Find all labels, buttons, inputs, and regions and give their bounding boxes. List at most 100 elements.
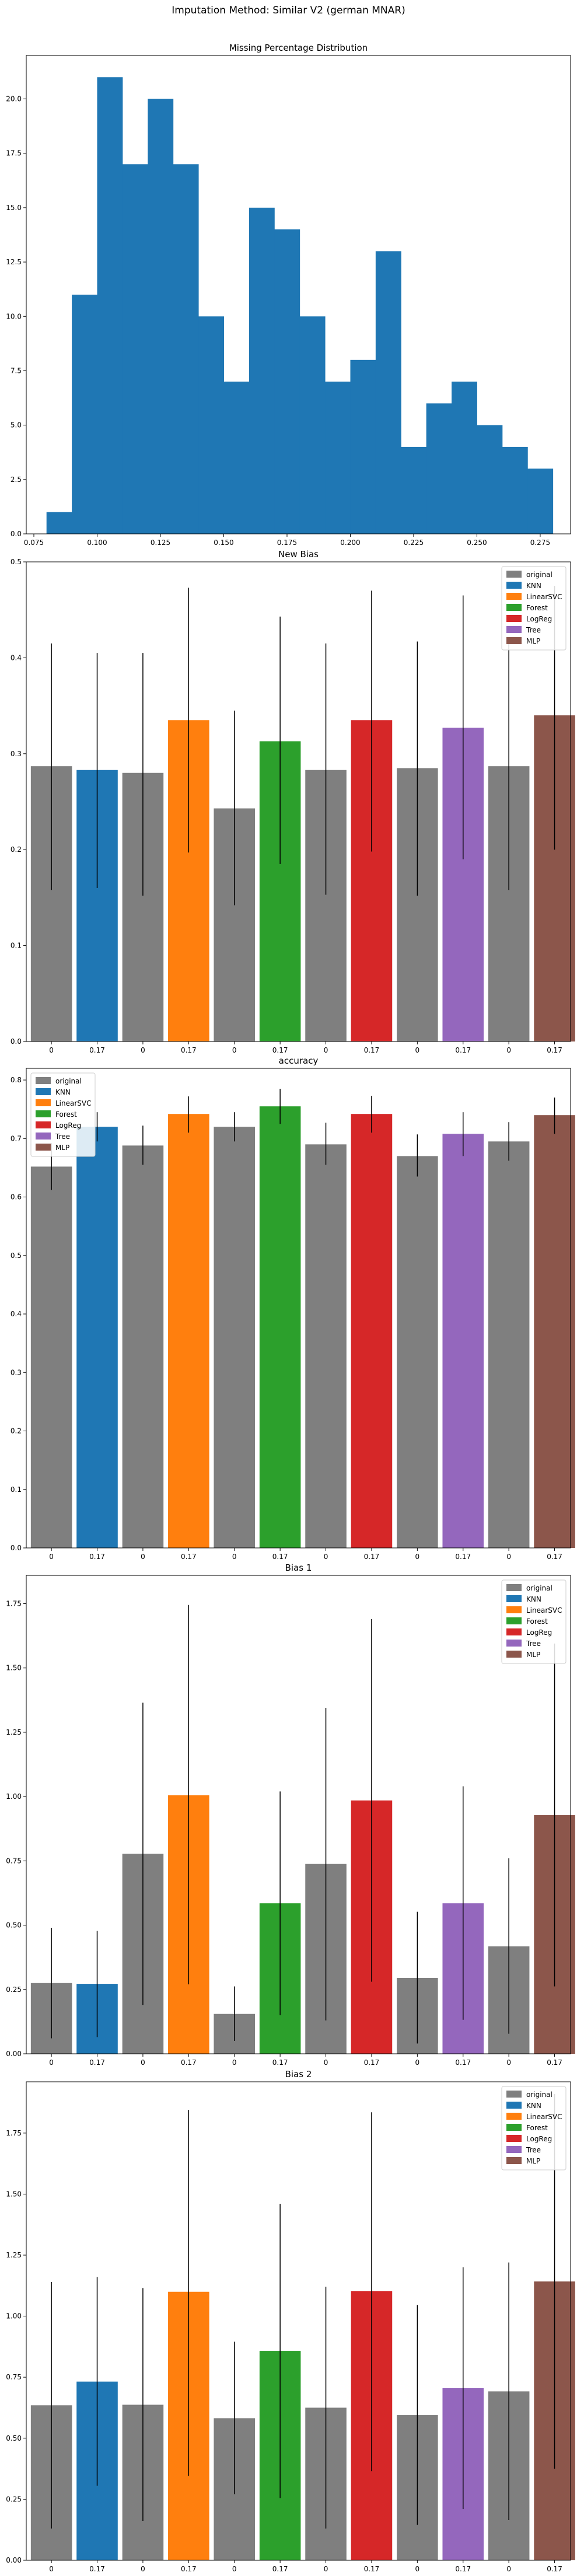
legend: original KNN LinearSVC Forest LogReg Tree MLP xyxy=(501,1579,566,1664)
x-tick-label: 0 xyxy=(232,1553,237,1561)
y-tick-label: 1.50 xyxy=(6,1664,22,1672)
legend-swatch xyxy=(506,582,522,589)
legend-label: LogReg xyxy=(526,615,552,623)
y-tick-label: 1.50 xyxy=(6,2190,22,2198)
y-tick-label: 0.6 xyxy=(11,1193,22,1201)
bar-original xyxy=(397,1156,438,1548)
legend-label: MLP xyxy=(526,2157,540,2165)
legend-label: LogReg xyxy=(55,1121,81,1130)
histogram-bar xyxy=(527,469,554,534)
legend-swatch xyxy=(506,2113,522,2120)
chart-title: New Bias xyxy=(278,549,319,560)
legend-swatch xyxy=(506,2135,522,2142)
legend-swatch xyxy=(506,1617,522,1624)
histogram-bar xyxy=(375,251,401,534)
legend-label: Forest xyxy=(526,604,548,612)
y-tick-label: 5.0 xyxy=(11,421,22,429)
x-tick-label: 0.17 xyxy=(455,2565,471,2573)
legend-label: LogReg xyxy=(526,1628,552,1637)
x-tick-label: 0.17 xyxy=(89,2565,105,2573)
x-tick-label: 0.17 xyxy=(181,2565,197,2573)
histogram-bar xyxy=(46,512,72,534)
legend-swatch xyxy=(506,637,522,644)
legend-label: original xyxy=(55,1077,82,1085)
x-tick-label: 0 xyxy=(49,1553,54,1561)
x-tick-label: 0.17 xyxy=(272,2565,288,2573)
axes-frame xyxy=(26,1575,571,2054)
legend-swatch xyxy=(506,1640,522,1647)
y-tick-label: 1.00 xyxy=(6,1792,22,1801)
x-tick-label: 0.075 xyxy=(24,539,44,547)
y-tick-label: 1.75 xyxy=(6,2129,22,2137)
x-tick-label: 0 xyxy=(232,2565,237,2573)
y-tick-label: 0.0 xyxy=(11,1544,22,1552)
bar-original xyxy=(305,1144,347,1548)
bar-panel-new-bias: New Bias 0 0.17 0 0.17 0 0.17 0 0.17 0 0.17 0 0.17 0.… xyxy=(11,549,575,1054)
y-tick-label: 1.00 xyxy=(6,2312,22,2320)
y-tick-label: 0.3 xyxy=(11,1368,22,1376)
x-tick-label: 0.17 xyxy=(364,2565,380,2573)
x-tick-label: 0.17 xyxy=(547,1046,562,1054)
histogram-bar xyxy=(350,359,376,534)
legend: original KNN LinearSVC Forest LogReg Tree MLP xyxy=(30,1072,96,1157)
axes-frame xyxy=(26,2081,571,2561)
y-tick-label: 0.1 xyxy=(11,942,22,950)
histogram-bar xyxy=(249,207,275,534)
x-tick-label: 0.200 xyxy=(340,539,360,547)
legend-swatch xyxy=(506,2102,522,2109)
bar-original xyxy=(214,1127,256,1548)
bar-linearsvc xyxy=(168,1114,209,1548)
legend-swatch xyxy=(36,1121,51,1128)
bar-knn xyxy=(76,1127,118,1548)
y-tick-label: 0.7 xyxy=(11,1134,22,1142)
histogram-bar xyxy=(72,295,98,534)
legend-swatch xyxy=(506,1606,522,1613)
y-tick-label: 0.1 xyxy=(11,1486,22,1494)
x-tick-label: 0 xyxy=(506,1553,511,1561)
y-tick-label: 0.0 xyxy=(11,1037,22,1046)
x-tick-label: 0 xyxy=(49,1046,54,1054)
legend-swatch xyxy=(506,615,522,622)
legend-label: MLP xyxy=(526,637,540,645)
chart-title: Bias 1 xyxy=(285,1563,312,1573)
y-tick-label: 15.0 xyxy=(6,204,22,212)
bar-original xyxy=(122,1145,164,1548)
x-tick-label: 0 xyxy=(232,2058,237,2067)
legend-label: MLP xyxy=(526,1651,540,1659)
legend-label: LogReg xyxy=(526,2135,552,2143)
x-tick-label: 0.17 xyxy=(89,2058,105,2067)
y-tick-label: 0.75 xyxy=(6,2373,22,2381)
y-tick-label: 0.50 xyxy=(6,2434,22,2442)
histogram-bar xyxy=(299,316,326,534)
legend-label: LinearSVC xyxy=(526,2113,562,2121)
legend-label: MLP xyxy=(55,1144,69,1152)
legend-label: Tree xyxy=(526,2146,541,2154)
y-tick-label: 0.5 xyxy=(11,1252,22,1260)
y-tick-label: 0.00 xyxy=(6,2556,22,2564)
x-tick-label: 0.17 xyxy=(181,2058,197,2067)
x-tick-label: 0.150 xyxy=(214,539,233,547)
x-tick-label: 0.17 xyxy=(89,1553,105,1561)
x-tick-label: 0 xyxy=(506,1046,511,1054)
legend-label: Forest xyxy=(55,1110,77,1119)
y-tick-label: 0.2 xyxy=(11,1427,22,1435)
x-tick-label: 0.17 xyxy=(364,2058,380,2067)
y-tick-label: 20.0 xyxy=(6,95,22,103)
legend-swatch xyxy=(36,1077,51,1084)
legend-label: KNN xyxy=(55,1088,71,1096)
bar-panel-bias-1: Bias 1 0 0.17 0 0.17 0 0.17 0 0.17 0 0.17 0 0.17 0.00… xyxy=(6,1563,575,2067)
figure-suptitle: Imputation Method: Similar V2 (german MN… xyxy=(172,5,405,16)
histogram-bar xyxy=(122,164,148,534)
histogram-bar xyxy=(452,382,477,534)
legend-label: KNN xyxy=(526,582,541,590)
x-tick-label: 0.17 xyxy=(272,1046,288,1054)
legend-swatch xyxy=(506,2146,522,2153)
y-tick-label: 0.00 xyxy=(6,2050,22,2058)
x-tick-label: 0 xyxy=(232,1046,237,1054)
legend-swatch xyxy=(506,2091,522,2098)
y-tick-label: 1.25 xyxy=(6,1728,22,1736)
x-tick-label: 0 xyxy=(415,1553,420,1561)
histogram-bar xyxy=(502,446,528,534)
chart-title: Bias 2 xyxy=(285,2069,312,2079)
y-tick-label: 2.5 xyxy=(11,476,22,484)
